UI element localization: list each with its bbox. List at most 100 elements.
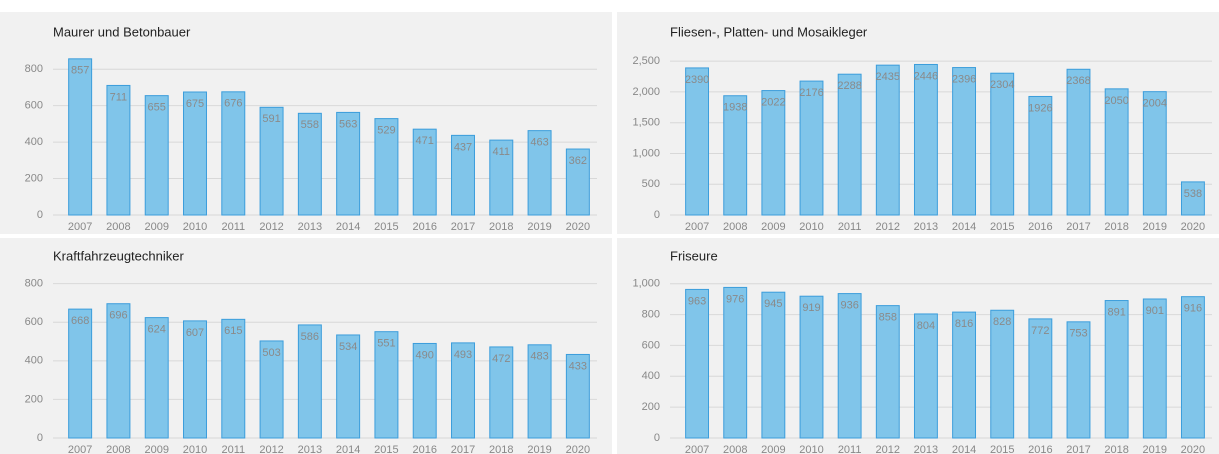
bar — [106, 303, 131, 439]
bar — [565, 353, 590, 439]
x-tick-label: 2013 — [914, 221, 938, 233]
x-tick-label: 2011 — [838, 444, 862, 454]
bar — [221, 318, 246, 439]
bar — [685, 67, 710, 216]
bar — [1180, 296, 1205, 439]
x-tick-label: 2017 — [451, 444, 475, 454]
x-tick-label: 2020 — [566, 221, 590, 233]
data-label: 624 — [148, 324, 166, 336]
bar — [723, 286, 748, 439]
data-label: 891 — [1107, 306, 1125, 318]
y-tick-label: 200 — [642, 401, 660, 413]
data-label: 668 — [71, 315, 89, 327]
data-label: 411 — [493, 146, 511, 158]
x-tick-label: 2014 — [336, 221, 360, 233]
x-tick-label: 2017 — [1066, 444, 1090, 454]
data-label: 1926 — [1028, 102, 1052, 114]
x-tick-label: 2016 — [412, 444, 436, 454]
x-tick-label: 2007 — [685, 221, 709, 233]
x-tick-label: 2015 — [990, 444, 1014, 454]
x-tick-label: 2017 — [1066, 221, 1090, 233]
data-label: 471 — [416, 135, 434, 147]
x-tick-label: 2009 — [761, 221, 785, 233]
x-tick-label: 2019 — [1143, 221, 1167, 233]
bar — [761, 90, 786, 216]
data-label: 804 — [917, 320, 935, 332]
data-label: 696 — [109, 310, 127, 322]
data-label: 963 — [688, 295, 706, 307]
x-tick-label: 2007 — [68, 444, 92, 454]
bar — [297, 112, 322, 216]
bar — [1066, 321, 1091, 439]
data-label: 2446 — [914, 70, 938, 82]
x-tick-label: 2010 — [183, 444, 207, 454]
y-tick-label: 600 — [642, 339, 660, 351]
data-label: 551 — [377, 338, 395, 350]
bar — [1142, 298, 1167, 439]
bar — [837, 293, 862, 439]
bar — [527, 344, 552, 439]
data-label: 2004 — [1143, 98, 1167, 110]
x-tick-label: 2009 — [144, 221, 168, 233]
bar — [799, 295, 824, 439]
x-tick-label: 2012 — [876, 221, 900, 233]
y-tick-label: 200 — [25, 172, 43, 184]
x-tick-label: 2016 — [412, 221, 436, 233]
bar — [1066, 68, 1091, 216]
data-label: 490 — [416, 349, 434, 361]
bar — [913, 313, 938, 439]
y-tick-label: 800 — [25, 278, 43, 290]
data-label: 2304 — [990, 79, 1014, 91]
data-label: 919 — [802, 302, 820, 314]
x-tick-label: 2013 — [914, 444, 938, 454]
y-tick-label: 200 — [25, 393, 43, 405]
bar — [990, 309, 1015, 439]
data-label: 534 — [339, 341, 357, 353]
data-label: 607 — [186, 327, 204, 339]
data-label: 558 — [301, 119, 319, 131]
x-tick-label: 2008 — [106, 221, 130, 233]
bar — [374, 118, 399, 216]
chart-title: Kraftfahrzeugtechniker — [53, 248, 184, 263]
x-tick-label: 2016 — [1028, 444, 1052, 454]
chart-title: Friseure — [670, 248, 718, 263]
x-tick-label: 2018 — [1104, 221, 1128, 233]
y-tick-label: 800 — [642, 308, 660, 320]
data-label: 503 — [262, 347, 280, 359]
bar — [913, 63, 938, 216]
y-tick-label: 600 — [25, 316, 43, 328]
x-tick-label: 2019 — [1143, 444, 1167, 454]
x-tick-label: 2012 — [259, 221, 283, 233]
data-label: 1938 — [723, 102, 747, 114]
x-tick-label: 2010 — [799, 221, 823, 233]
data-label: 2368 — [1066, 75, 1090, 87]
x-tick-label: 2018 — [1104, 444, 1128, 454]
data-label: 936 — [840, 299, 858, 311]
x-tick-label: 2014 — [336, 444, 360, 454]
y-tick-label: 800 — [25, 63, 43, 75]
bar — [952, 67, 977, 216]
y-tick-label: 0 — [37, 432, 43, 444]
x-tick-label: 2010 — [799, 444, 823, 454]
y-tick-label: 400 — [25, 355, 43, 367]
data-label: 362 — [569, 155, 587, 167]
x-tick-label: 2009 — [761, 444, 785, 454]
data-label: 2022 — [761, 96, 785, 108]
x-tick-label: 2008 — [106, 444, 130, 454]
x-tick-label: 2015 — [374, 444, 398, 454]
bar — [799, 80, 824, 216]
x-tick-label: 2007 — [685, 444, 709, 454]
bar — [1028, 318, 1053, 439]
data-label: 945 — [764, 298, 782, 310]
x-tick-label: 2020 — [1181, 221, 1205, 233]
x-tick-label: 2020 — [566, 444, 590, 454]
bar — [374, 331, 399, 439]
data-label: 433 — [569, 360, 587, 372]
y-tick-label: 1,000 — [632, 147, 660, 159]
x-tick-label: 2010 — [183, 221, 207, 233]
x-tick-label: 2011 — [221, 221, 245, 233]
bar — [183, 320, 207, 439]
x-tick-label: 2012 — [876, 444, 900, 454]
data-label: 772 — [1031, 325, 1049, 337]
y-tick-label: 600 — [25, 100, 43, 112]
